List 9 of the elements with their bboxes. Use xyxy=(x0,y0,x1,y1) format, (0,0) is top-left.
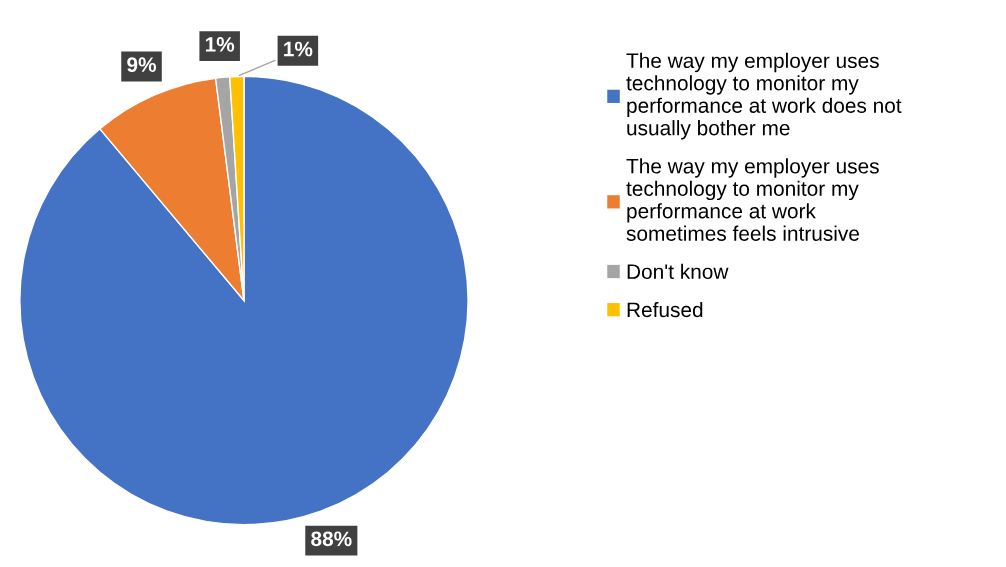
legend-label: The way my employer uses technology to monitor my performance at work sometimes feels intrusive xyxy=(626,158,879,241)
data-label: 9% xyxy=(127,57,157,73)
legend-label: Refused xyxy=(627,301,703,318)
pie-slice xyxy=(19,75,469,526)
data-label: 1% xyxy=(284,41,313,57)
data-label: 1% xyxy=(205,37,235,52)
legend-label: The way my employer uses technology to monitor my performance at work does not usually bother me xyxy=(626,52,902,140)
data-label: 88% xyxy=(311,531,352,547)
legend-label: Don't know xyxy=(627,263,729,280)
